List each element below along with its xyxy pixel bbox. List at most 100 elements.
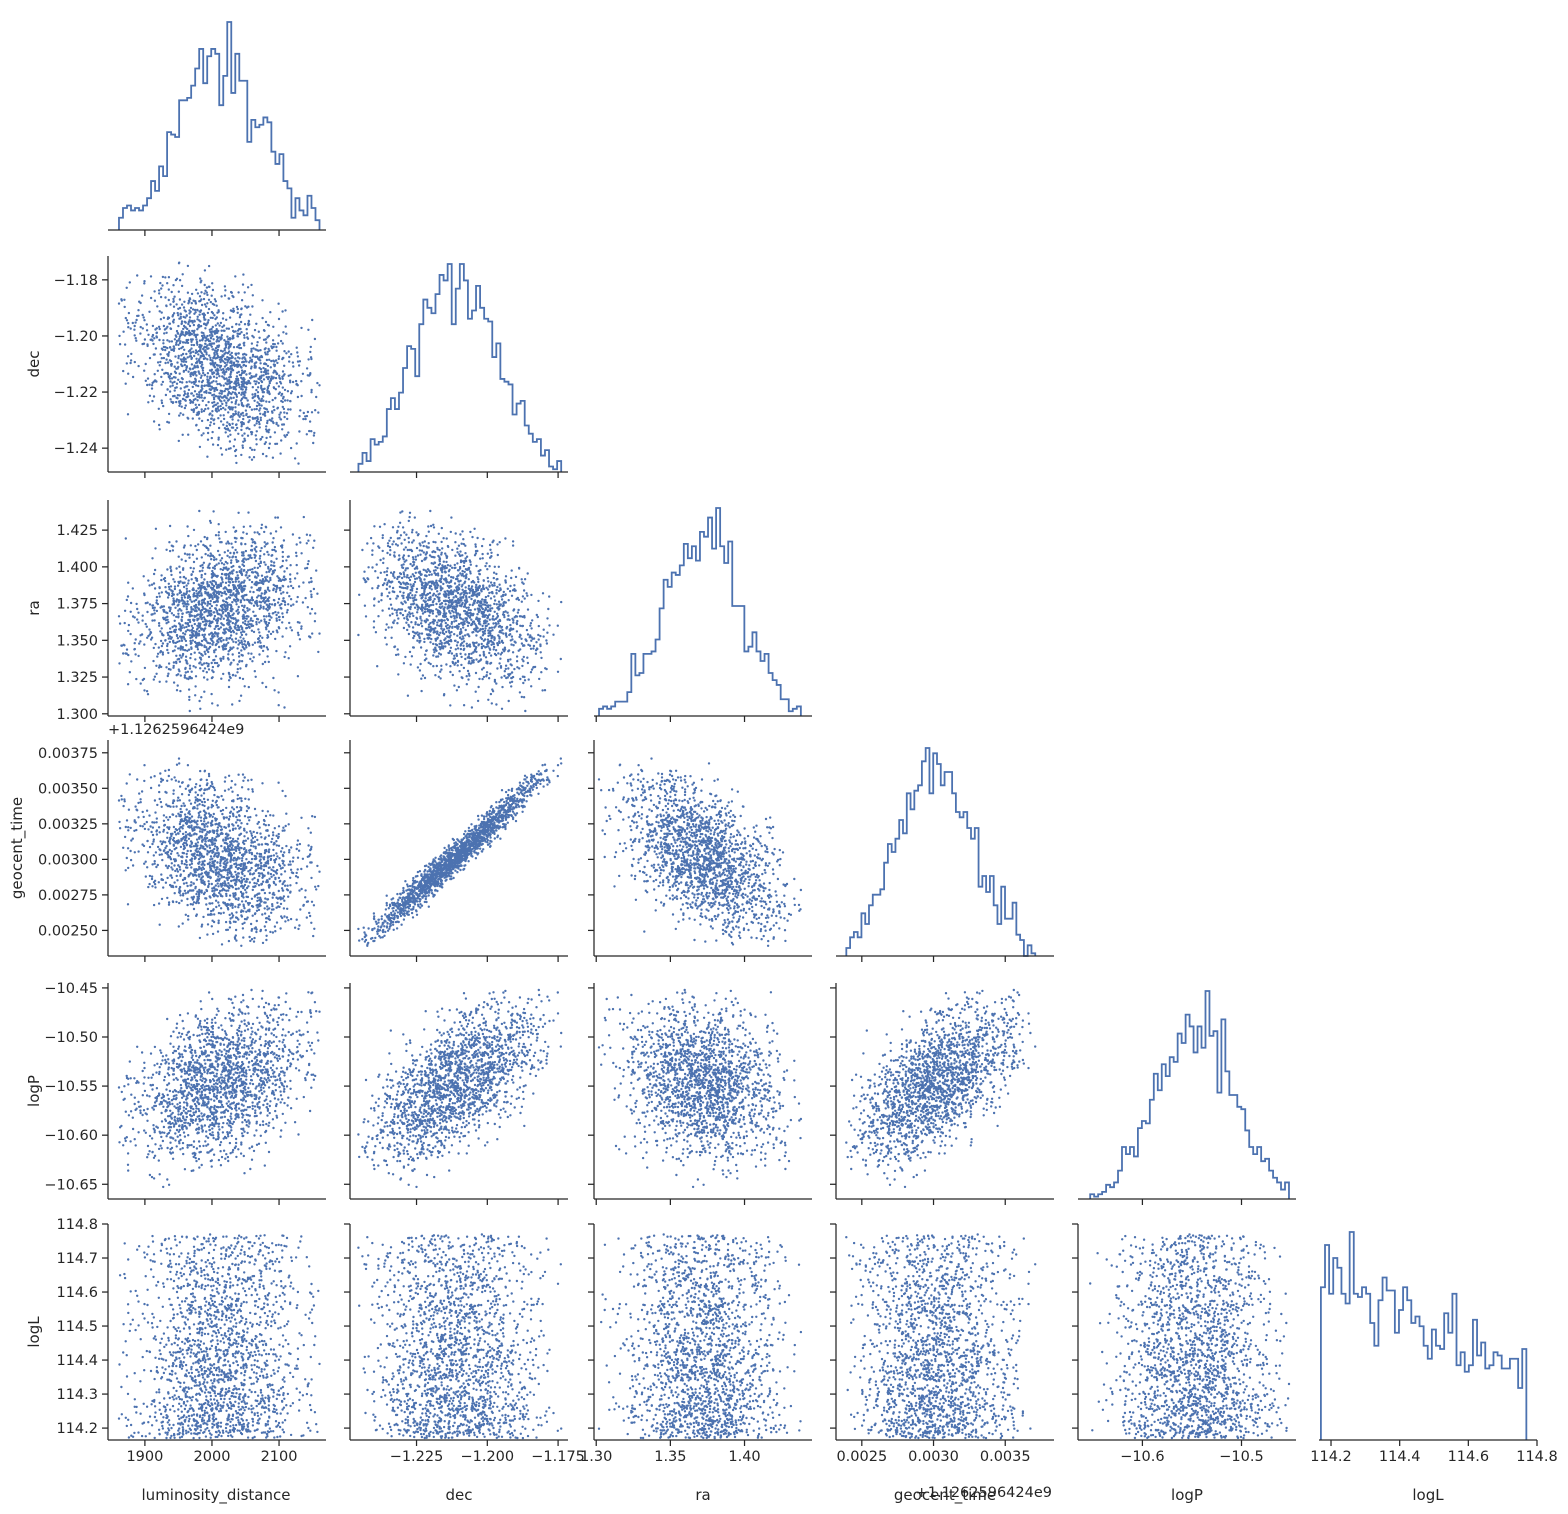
x-tick-label: 1.35 <box>654 1449 686 1465</box>
y-tick-label: 0.00375 <box>38 746 98 762</box>
x-tick-label: 114.4 <box>1379 1449 1421 1465</box>
y-tick-label: 0.00250 <box>38 923 98 939</box>
scatter-luminosity_distance-vs-dec <box>117 261 321 465</box>
scatter-geocent_time-vs-logP <box>845 988 1037 1189</box>
x-tick-label: 114.2 <box>1310 1449 1352 1465</box>
x-offset-text: +1.1262596424e9 <box>916 1485 1052 1501</box>
histogram-ra <box>598 507 802 716</box>
panel-logP-dec <box>344 983 568 1205</box>
panel-dec-luminosity_distance: −1.18 −1.20 −1.22 −1.24 <box>54 256 326 478</box>
panel-logL-dec: −1.225 −1.200 −1.175 <box>344 1223 585 1465</box>
x-axis-label-dec: dec <box>446 1486 473 1504</box>
y-tick-label: −10.45 <box>44 981 98 997</box>
scatter-logP-vs-logL <box>1089 1233 1291 1440</box>
x-tick-label: −1.175 <box>531 1449 585 1465</box>
panel-dec-dec <box>350 263 568 478</box>
panel-logP-logP <box>1078 990 1296 1205</box>
y-axis-label-geocent_time: geocent_time <box>8 797 27 899</box>
y-tick-label: 1.300 <box>56 707 98 723</box>
panel-geocent_time-luminosity_distance: 0.00375 0.00350 0.00325 0.00300 0.00275 0.002… <box>38 740 326 962</box>
x-axis-label-luminosity_distance: luminosity_distance <box>142 1486 291 1505</box>
x-axis-label-logP: logP <box>1171 1486 1203 1504</box>
histogram-logP <box>1089 990 1290 1199</box>
histogram-geocent_time <box>845 747 1037 957</box>
scatter-geocent_time-vs-logL <box>845 1233 1037 1440</box>
y-offset-text: +1.1262596424e9 <box>108 722 244 738</box>
panel-logP-luminosity_distance: −10.45 −10.50 −10.55 −10.60 −10.65 <box>44 981 326 1205</box>
scatter-luminosity_distance-vs-ra <box>117 509 321 713</box>
x-tick-label: 114.8 <box>1516 1449 1558 1465</box>
scatter-ra-vs-logL <box>597 1233 803 1440</box>
x-tick-label: −1.225 <box>390 1449 444 1465</box>
y-tick-label: −10.65 <box>44 1177 98 1193</box>
y-tick-label: 1.350 <box>56 633 98 649</box>
y-tick-label: 114.6 <box>56 1285 98 1301</box>
x-tick-label: 0.0030 <box>908 1449 959 1465</box>
histogram-luminosity_distance <box>118 21 321 230</box>
x-tick-label: 114.6 <box>1448 1449 1490 1465</box>
y-tick-label: 0.00300 <box>38 852 98 868</box>
scatter-ra-vs-geocent_time <box>597 757 803 947</box>
panel-geocent_time-ra <box>588 740 812 962</box>
y-axis-label-dec: dec <box>25 351 43 378</box>
scatter-luminosity_distance-vs-logP <box>117 988 321 1189</box>
histogram-dec <box>357 263 563 472</box>
x-tick-label: 0.0025 <box>836 1449 887 1465</box>
panel-geocent_time-dec <box>344 740 568 962</box>
panel-logL-ra: 1.30 1.35 1.40 <box>580 1223 812 1465</box>
y-tick-label: −10.50 <box>44 1030 98 1046</box>
y-tick-label: 114.8 <box>56 1217 98 1233</box>
scatter-dec-vs-ra <box>357 509 563 713</box>
panel-ra-dec <box>344 500 568 722</box>
panel-logL-luminosity_distance: 1900 2000 2100 114.8 114.7 114.6 114.5 114.4 114… <box>56 1217 326 1465</box>
panel-ra-ra <box>594 507 812 722</box>
histogram-logL <box>1320 1231 1528 1440</box>
y-tick-label: −1.24 <box>54 441 98 457</box>
x-tick-label: 1.40 <box>728 1449 760 1465</box>
scatter-luminosity_distance-vs-logL <box>117 1233 321 1440</box>
panel-logP-geocent_time <box>830 983 1054 1205</box>
y-tick-label: 1.375 <box>56 597 98 613</box>
panel-geocent_time-geocent_time <box>836 747 1054 962</box>
x-tick-label: 2000 <box>194 1449 231 1465</box>
y-tick-label: 114.7 <box>56 1251 98 1267</box>
y-axis-label-ra: ra <box>25 600 43 615</box>
y-tick-label: −1.18 <box>54 273 98 289</box>
x-tick-label: 1.30 <box>580 1449 612 1465</box>
plot-layer: −1.18−1.20−1.22−1.241.4251.4001.3751.350… <box>8 21 1558 1505</box>
x-axis-label-logL: logL <box>1412 1486 1444 1504</box>
y-axis-label-logL: logL <box>25 1316 43 1348</box>
y-tick-label: −1.20 <box>54 329 98 345</box>
y-tick-label: 114.5 <box>56 1319 98 1335</box>
y-tick-label: −1.22 <box>54 385 98 401</box>
panel-logL-geocent_time: 0.0025 0.0030 0.0035 <box>830 1223 1054 1465</box>
panel-ra-luminosity_distance: 1.425 1.400 1.375 1.350 1.325 1.300 <box>56 500 326 723</box>
y-tick-label: 0.00275 <box>38 888 98 904</box>
y-tick-label: 114.3 <box>56 1387 98 1403</box>
x-tick-label: 0.0035 <box>980 1449 1031 1465</box>
y-tick-label: 0.00350 <box>38 781 98 797</box>
x-tick-label: −10.5 <box>1219 1449 1263 1465</box>
x-tick-label: 1900 <box>126 1449 163 1465</box>
scatter-dec-vs-logL <box>357 1233 563 1440</box>
y-tick-label: 1.400 <box>56 560 98 576</box>
x-tick-label: −10.6 <box>1120 1449 1164 1465</box>
panel-logL-logL: 114.2 114.4 114.6 114.8 <box>1310 1231 1558 1465</box>
scatter-luminosity_distance-vs-geocent_time <box>117 757 321 947</box>
y-tick-label: −10.55 <box>44 1079 98 1095</box>
scatter-dec-vs-geocent_time <box>357 757 563 947</box>
x-axis-label-ra: ra <box>695 1486 710 1504</box>
x-axis-label-geocent_time: geocent_time <box>894 1486 996 1505</box>
y-tick-label: 1.325 <box>56 670 98 686</box>
y-tick-label: 1.425 <box>56 523 98 539</box>
x-tick-label: 2100 <box>261 1449 298 1465</box>
y-tick-label: 114.4 <box>56 1353 98 1369</box>
panel-logP-ra <box>588 983 812 1205</box>
panel-luminosity_distance-luminosity_distance <box>108 21 326 236</box>
y-tick-label: −10.60 <box>44 1128 98 1144</box>
y-tick-label: 114.2 <box>56 1421 98 1437</box>
y-axis-label-logP: logP <box>25 1075 43 1107</box>
scatter-dec-vs-logP <box>357 988 563 1189</box>
scatter-ra-vs-logP <box>597 988 803 1189</box>
